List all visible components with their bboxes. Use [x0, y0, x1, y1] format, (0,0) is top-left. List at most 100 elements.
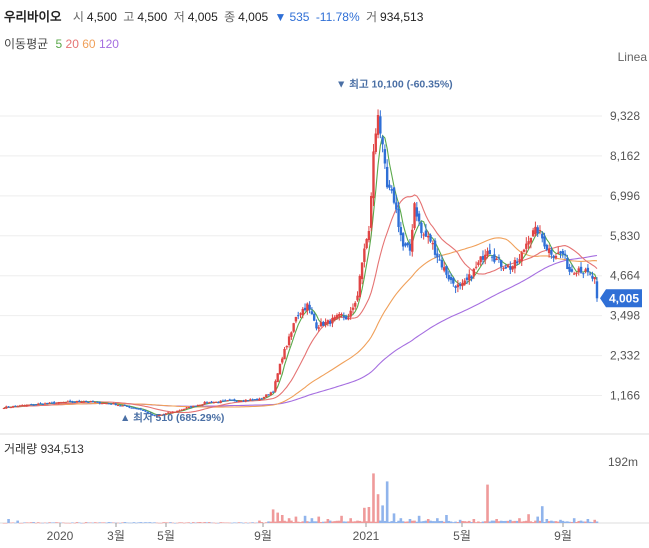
volume-bar: [50, 522, 54, 523]
ma20-label: 20: [65, 37, 79, 51]
change-down-icon: ▼: [274, 10, 287, 24]
candle-body: [422, 234, 425, 236]
open-value: 4,500: [86, 10, 117, 24]
scale-toggle[interactable]: Linea: [617, 50, 647, 64]
candle-body: [570, 269, 574, 272]
volume-bar: [392, 513, 396, 523]
volume-bar: [278, 521, 282, 523]
volume-bar: [483, 521, 487, 523]
volume-bar: [294, 516, 298, 523]
candle-body: [477, 262, 480, 266]
volume-bar: [87, 522, 90, 523]
volume-bar: [399, 518, 403, 523]
candle-body: [326, 320, 330, 324]
candle-body: [392, 187, 396, 203]
volume-bar: [376, 494, 380, 523]
candle-body: [566, 258, 569, 269]
volume-bar: [493, 520, 496, 523]
volume-value: 934,513: [380, 10, 424, 24]
low-value: 4,005: [187, 10, 218, 24]
stock-header: 우리바이오 시 4,500 고 4,500 저 4,005 종 4,005 ▼ 535 -…: [4, 6, 426, 25]
volume-bar: [417, 515, 421, 523]
volume-bar: [4, 522, 8, 524]
candle-body: [14, 405, 17, 407]
volume-bar: [253, 522, 257, 524]
y-tick-label: 6,996: [610, 189, 640, 203]
volume-bar: [356, 520, 359, 523]
volume-bar: [506, 520, 510, 523]
candle-body: [550, 250, 553, 255]
close-value: 4,005: [238, 10, 269, 24]
volume-bar: [534, 520, 537, 523]
candle-body: [424, 230, 428, 237]
low-label: 저: [173, 10, 185, 24]
candle-body: [201, 404, 204, 406]
candle-body: [534, 226, 537, 235]
volume-bar: [43, 522, 47, 524]
candle-body: [18, 405, 22, 407]
candle-body: [420, 222, 423, 234]
candle-body: [48, 402, 51, 404]
candle-body: [73, 401, 76, 403]
candle-body: [132, 407, 136, 409]
candle-body: [333, 316, 336, 321]
volume-bar: [486, 484, 489, 523]
volume-bar: [442, 521, 446, 523]
candle-body: [342, 316, 346, 318]
volume-bar: [283, 520, 286, 523]
candle-body: [251, 399, 254, 401]
volume-bar: [572, 518, 576, 523]
candle-body: [290, 332, 293, 337]
volume-bar: [52, 522, 56, 523]
volume-bar: [474, 522, 478, 523]
y-tick-label: 2,332: [610, 349, 640, 363]
candle-body: [50, 402, 54, 404]
candle-body: [331, 317, 334, 324]
y-tick-label: 8,162: [610, 149, 640, 163]
volume-bar: [303, 515, 307, 523]
candle-body: [486, 251, 489, 256]
volume-bar: [75, 522, 79, 523]
candle-body: [408, 244, 412, 251]
volume-bar: [440, 520, 444, 523]
volume-bar: [251, 522, 254, 523]
candle-body: [66, 401, 70, 403]
ma-legend[interactable]: 이동평균 5 20 60 120: [4, 35, 119, 52]
volume-bar: [299, 522, 302, 523]
grid-lines: [0, 115, 649, 524]
candle-body: [490, 256, 494, 258]
candle-body: [55, 402, 58, 404]
candle-body: [454, 286, 457, 288]
candle-body: [547, 248, 551, 254]
volume-bar: [579, 520, 583, 523]
candle-body: [472, 268, 476, 277]
candle-body: [11, 406, 15, 408]
candle-body: [367, 231, 371, 241]
candle-body: [217, 402, 220, 404]
volume-bar: [205, 522, 209, 523]
volume-bar: [372, 473, 375, 523]
candle-body: [203, 402, 206, 405]
volume-bar: [264, 522, 268, 523]
candle-body: [292, 323, 295, 332]
volume-bar: [153, 522, 156, 523]
volume-bar: [365, 521, 368, 523]
volume-bar: [394, 522, 398, 523]
candle-body: [509, 266, 512, 270]
candle-body: [383, 149, 387, 164]
volume-bar: [445, 515, 448, 523]
volume-bar: [584, 521, 587, 523]
volume-bar: [2, 522, 6, 524]
candle-body: [173, 411, 177, 413]
volume-bar: [479, 522, 482, 523]
candle-body: [452, 278, 455, 284]
candle-body: [144, 410, 147, 412]
candle-body: [338, 314, 341, 317]
volume-bar: [353, 521, 357, 523]
volume-bar: [185, 522, 188, 524]
volume-bar: [390, 521, 394, 523]
volume-bar: [401, 521, 405, 523]
candle-body: [297, 315, 300, 317]
volume-bar: [527, 514, 530, 523]
